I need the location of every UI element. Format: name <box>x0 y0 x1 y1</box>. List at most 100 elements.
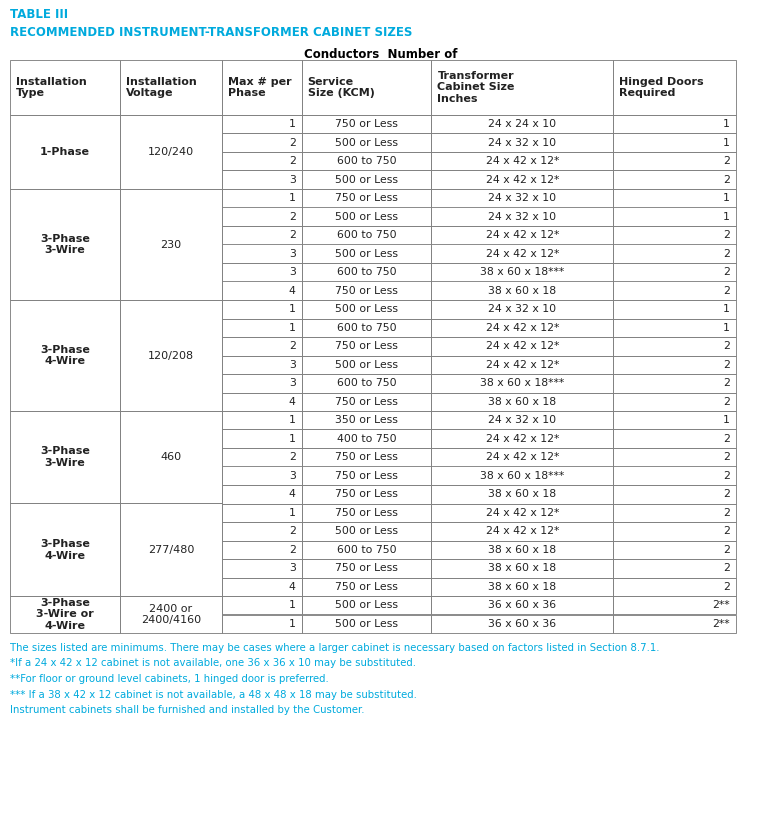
Text: 4: 4 <box>289 490 296 500</box>
Bar <box>120 60 223 115</box>
Bar <box>431 208 613 226</box>
Bar <box>613 226 735 244</box>
Text: 500 or Less: 500 or Less <box>335 249 398 259</box>
Bar <box>120 411 223 504</box>
Bar <box>613 577 735 596</box>
Text: 2: 2 <box>723 230 730 240</box>
Text: 24 x 42 x 12*: 24 x 42 x 12* <box>485 175 559 185</box>
Bar <box>223 133 302 152</box>
Text: 120/240: 120/240 <box>148 147 194 157</box>
Text: 2: 2 <box>723 434 730 444</box>
Text: 24 x 32 x 10: 24 x 32 x 10 <box>488 304 556 314</box>
Text: 2: 2 <box>289 341 296 351</box>
Text: 38 x 60 x 18***: 38 x 60 x 18*** <box>480 267 565 277</box>
Text: 38 x 60 x 18: 38 x 60 x 18 <box>488 490 556 500</box>
Text: 1: 1 <box>723 138 730 148</box>
Text: 38 x 60 x 18: 38 x 60 x 18 <box>488 397 556 407</box>
Text: 600 to 750: 600 to 750 <box>337 230 396 240</box>
Text: 3-Phase
4-Wire: 3-Phase 4-Wire <box>40 539 90 560</box>
Bar <box>302 522 431 540</box>
Text: 500 or Less: 500 or Less <box>335 138 398 148</box>
Text: 38 x 60 x 18: 38 x 60 x 18 <box>488 286 556 296</box>
Text: 38 x 60 x 18***: 38 x 60 x 18*** <box>480 379 565 389</box>
Text: 3: 3 <box>289 249 296 259</box>
Bar <box>10 60 120 115</box>
Bar <box>223 189 302 208</box>
Text: 2: 2 <box>723 563 730 573</box>
Text: 3: 3 <box>289 563 296 573</box>
Text: 4: 4 <box>289 286 296 296</box>
Bar <box>223 504 302 522</box>
Bar <box>120 115 223 189</box>
Bar <box>431 244 613 263</box>
Text: 500 or Less: 500 or Less <box>335 175 398 185</box>
Bar <box>302 300 431 319</box>
Text: 1: 1 <box>723 193 730 203</box>
Bar <box>613 133 735 152</box>
Text: 3: 3 <box>289 175 296 185</box>
Text: 2: 2 <box>289 212 296 222</box>
Bar <box>302 448 431 466</box>
Bar <box>302 263 431 282</box>
Bar <box>223 430 302 448</box>
Text: 2: 2 <box>723 156 730 166</box>
Bar <box>223 374 302 393</box>
Text: 24 x 32 x 10: 24 x 32 x 10 <box>488 415 556 425</box>
Bar <box>223 485 302 504</box>
Bar <box>431 189 613 208</box>
Text: Installation
Voltage: Installation Voltage <box>126 77 197 98</box>
Bar <box>302 504 431 522</box>
Text: 400 to 750: 400 to 750 <box>337 434 396 444</box>
Bar <box>10 504 120 596</box>
Text: 350 or Less: 350 or Less <box>335 415 398 425</box>
Text: 2**: 2** <box>712 600 730 610</box>
Text: 460: 460 <box>161 452 181 462</box>
Text: 600 to 750: 600 to 750 <box>337 267 396 277</box>
Text: 750 or Less: 750 or Less <box>335 397 398 407</box>
Bar <box>302 152 431 170</box>
Bar <box>431 430 613 448</box>
Text: 750 or Less: 750 or Less <box>335 582 398 592</box>
Text: 2: 2 <box>723 249 730 259</box>
Text: 38 x 60 x 18***: 38 x 60 x 18*** <box>480 470 565 480</box>
Text: 1: 1 <box>723 323 730 333</box>
Text: 1: 1 <box>723 415 730 425</box>
Bar <box>223 355 302 374</box>
Text: 2: 2 <box>723 452 730 462</box>
Text: 24 x 42 x 12*: 24 x 42 x 12* <box>485 526 559 536</box>
Text: 750 or Less: 750 or Less <box>335 563 398 573</box>
Text: 1: 1 <box>289 619 296 629</box>
Text: 4: 4 <box>289 397 296 407</box>
Text: 24 x 32 x 10: 24 x 32 x 10 <box>488 212 556 222</box>
Text: 750 or Less: 750 or Less <box>335 341 398 351</box>
Text: 3: 3 <box>289 267 296 277</box>
Bar <box>431 393 613 411</box>
Bar <box>431 559 613 577</box>
Bar <box>613 300 735 319</box>
Text: 2: 2 <box>723 508 730 518</box>
Text: 500 or Less: 500 or Less <box>335 619 398 629</box>
Text: 750 or Less: 750 or Less <box>335 119 398 129</box>
Text: 120/208: 120/208 <box>148 350 194 360</box>
Bar <box>10 411 120 504</box>
Bar <box>613 615 735 633</box>
Text: 2: 2 <box>723 582 730 592</box>
Text: 1: 1 <box>723 212 730 222</box>
Bar <box>613 448 735 466</box>
Bar <box>223 448 302 466</box>
Text: 2: 2 <box>289 452 296 462</box>
Bar <box>613 411 735 430</box>
Text: Hinged Doors
Required: Hinged Doors Required <box>620 77 704 98</box>
Bar <box>613 60 735 115</box>
Bar <box>302 208 431 226</box>
Text: 1: 1 <box>289 304 296 314</box>
Bar <box>223 615 302 633</box>
Text: 2: 2 <box>723 267 730 277</box>
Text: 1: 1 <box>289 508 296 518</box>
Text: 1: 1 <box>289 323 296 333</box>
Bar <box>223 559 302 577</box>
Bar <box>10 189 120 300</box>
Bar <box>223 596 302 615</box>
Bar <box>223 393 302 411</box>
Bar <box>302 189 431 208</box>
